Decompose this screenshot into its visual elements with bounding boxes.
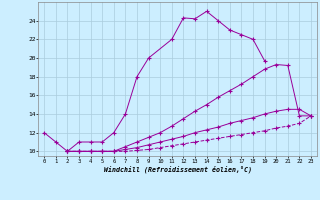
X-axis label: Windchill (Refroidissement éolien,°C): Windchill (Refroidissement éolien,°C) — [104, 165, 252, 173]
